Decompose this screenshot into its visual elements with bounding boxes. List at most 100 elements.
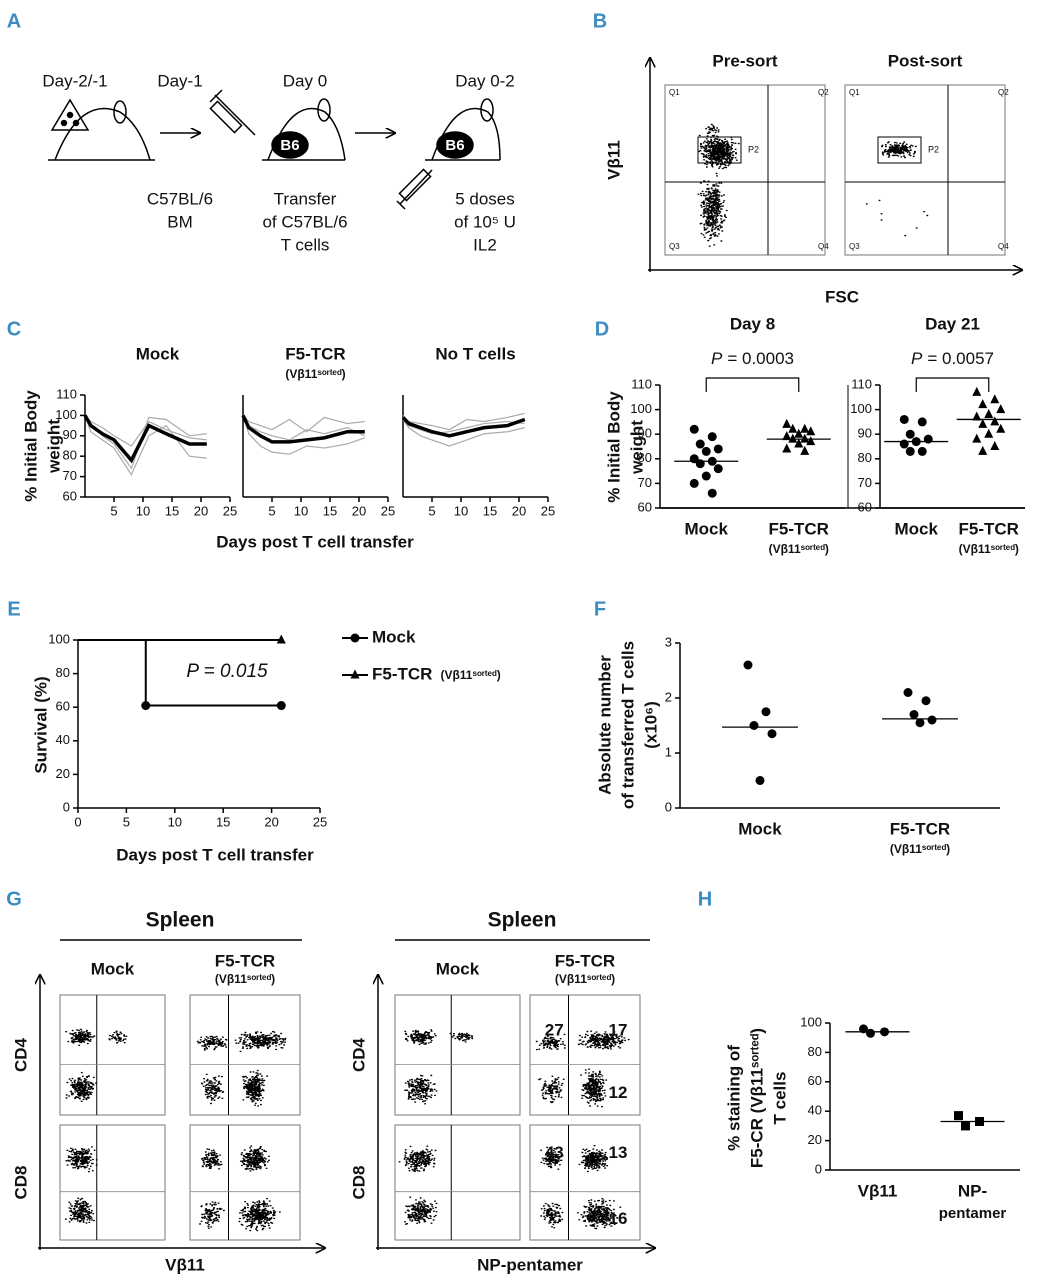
x-axis-label: Vβ11 <box>165 1255 205 1274</box>
x-axis-label: NP-pentamer <box>477 1255 583 1274</box>
step-caption: of 10⁵ U <box>454 212 516 231</box>
series-line <box>242 414 365 433</box>
series-line <box>402 417 525 435</box>
point <box>755 776 765 785</box>
syringe-body <box>398 168 432 202</box>
quadrant-label: Q3 <box>849 242 860 251</box>
point <box>806 426 816 436</box>
y-axis-label: F5-CR (Vβ11ˢᵒʳᵗᵉᵈ) <box>747 1028 766 1168</box>
group-title: Spleen <box>146 909 215 932</box>
x-tick-label: 10 <box>168 814 182 829</box>
x-tick-sublabel: pentamer <box>939 1205 1007 1222</box>
event-cloud <box>404 1074 438 1105</box>
event-cloud <box>540 1202 564 1229</box>
series-line <box>84 414 207 447</box>
quadrant-number: 12 <box>609 1083 628 1102</box>
y-tick-label: 110 <box>631 376 652 391</box>
point <box>794 438 804 448</box>
point <box>899 414 909 424</box>
legend-note: (Vβ11ˢᵒʳᵗᵉᵈ) <box>440 668 500 682</box>
annotation: P = 0.0003 <box>711 349 794 368</box>
point <box>707 432 717 442</box>
panel-label: D <box>595 318 609 340</box>
y-tick-label: 110 <box>56 386 77 401</box>
event-cloud <box>580 1068 608 1108</box>
quadrant-label: Q4 <box>818 242 829 251</box>
y-axis-label: Absolute number <box>595 655 614 795</box>
y-tick-label: 90 <box>638 426 652 441</box>
point <box>954 1111 963 1121</box>
plot-frame <box>59 994 166 1116</box>
step-caption: BM <box>167 212 193 231</box>
annotation-italic: P <box>711 349 723 368</box>
point <box>141 701 151 711</box>
quadrant-label: Q3 <box>669 242 680 251</box>
x-tick-label: 25 <box>541 503 555 518</box>
point <box>903 688 913 697</box>
point <box>788 433 798 443</box>
x-tick-label: 5 <box>428 503 435 518</box>
point <box>350 669 360 679</box>
point <box>996 423 1006 433</box>
y-axis-label: % Initial Body <box>21 390 40 502</box>
series-line <box>401 416 526 438</box>
event-cloud <box>65 1028 96 1046</box>
point <box>806 436 816 446</box>
y-axis-label: % staining of <box>724 1045 743 1151</box>
mouse-label: B6 <box>445 137 464 154</box>
chart-title: No T cells <box>435 344 515 363</box>
series-line <box>83 414 207 464</box>
x-tick-label: 15 <box>483 503 497 518</box>
y-tick-label: 3 <box>665 634 672 649</box>
point <box>800 445 810 455</box>
x-tick-label: F5-TCR <box>959 519 1019 538</box>
annotation-text: = 0.0057 <box>927 349 994 368</box>
column-title: Mock <box>91 959 135 978</box>
x-tick-label: 20 <box>264 814 278 829</box>
step-caption: T cells <box>281 235 330 254</box>
point <box>701 446 711 456</box>
event-cloud <box>535 1033 566 1051</box>
point <box>917 446 927 456</box>
quadrant-number: 17 <box>609 1020 628 1039</box>
x-tick-sublabel: (Vβ11ˢᵒʳᵗᵉᵈ) <box>769 542 829 556</box>
y-tick-label: 60 <box>858 499 872 514</box>
x-tick-label: F5-TCR <box>890 819 950 838</box>
point <box>276 634 286 644</box>
y-tick-label: 40 <box>808 1103 822 1118</box>
point <box>866 1028 875 1038</box>
point <box>984 428 994 438</box>
point <box>921 696 931 706</box>
point <box>749 721 759 730</box>
x-tick-label: 25 <box>381 503 395 518</box>
y-tick-label: 80 <box>63 448 77 463</box>
point <box>972 386 982 396</box>
y-tick-label: 60 <box>63 488 77 503</box>
x-axis-label: Days post T cell transfer <box>116 845 314 864</box>
event-cloud <box>705 123 720 138</box>
step-label: Day-1 <box>157 71 202 90</box>
mouse-ear <box>113 100 127 124</box>
step-label: Day 0-2 <box>455 71 515 90</box>
event-cloud <box>578 1145 609 1173</box>
column-title: F5-TCR <box>555 951 615 970</box>
plot-frame <box>529 994 641 1116</box>
row-label: CD8 <box>349 1165 368 1199</box>
plot-frame <box>844 84 1006 256</box>
point <box>782 443 792 453</box>
mouse-ear <box>480 98 494 122</box>
x-tick-label: Vβ11 <box>858 1181 898 1200</box>
x-tick-label: 25 <box>223 503 237 518</box>
event-cloud <box>697 172 728 247</box>
y-tick-label: 110 <box>851 376 872 391</box>
chart-title: Day 8 <box>730 314 775 333</box>
radiation-dot <box>60 119 68 127</box>
series-line <box>242 415 365 455</box>
event-cloud <box>65 1071 97 1102</box>
step-label: Day-2/-1 <box>42 71 107 90</box>
x-tick-label: 5 <box>110 503 117 518</box>
chart-subtitle: (Vβ11ˢᵒʳᵗᵉᵈ) <box>285 367 345 381</box>
point <box>767 729 777 739</box>
point <box>800 433 810 443</box>
